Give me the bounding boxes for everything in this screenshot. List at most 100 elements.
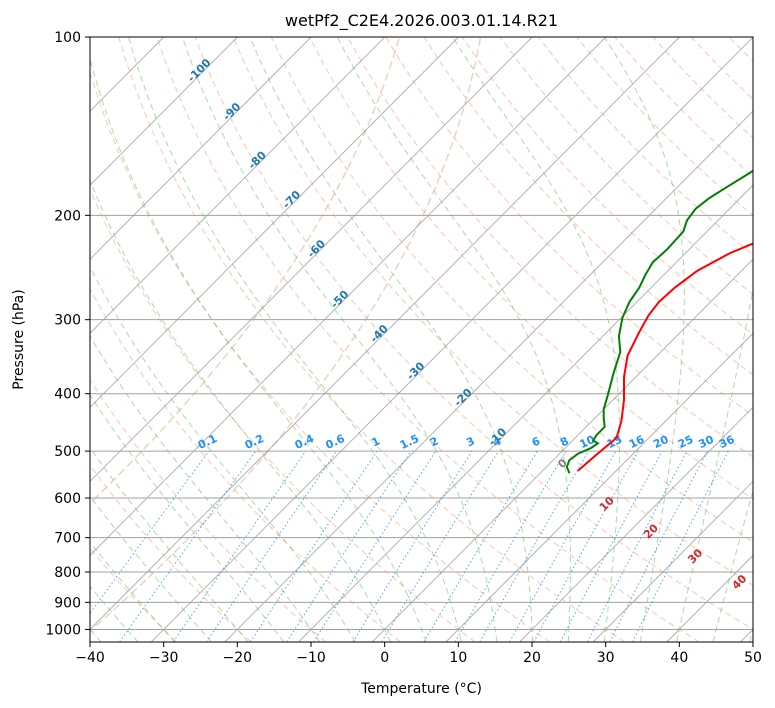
dry-adiabat xyxy=(90,69,551,642)
mixing-ratio-label: 13 xyxy=(605,433,624,451)
isotherm-line xyxy=(90,37,386,334)
dry-adiabat xyxy=(576,37,753,217)
moist-adiabat-lines xyxy=(90,37,753,642)
reference-curve xyxy=(90,37,401,505)
isotherm-line xyxy=(150,37,753,642)
mixing-ratio-label: 30 xyxy=(696,433,716,451)
y-tick-label: 600 xyxy=(54,491,81,507)
mixing-ratio-line xyxy=(533,450,639,642)
moist-adiabat xyxy=(604,37,685,642)
mixing-ratio-label: 1.5 xyxy=(398,432,421,452)
mixing-ratio-label: 16 xyxy=(627,433,647,451)
dry-adiabat xyxy=(118,37,625,642)
x-tick-label: −10 xyxy=(296,650,326,666)
mixing-ratio-line xyxy=(586,450,688,642)
dry-adiabat-lines xyxy=(90,37,775,642)
dry-adiabat xyxy=(385,37,753,417)
isotherm-line xyxy=(90,37,459,409)
mixing-ratio-line xyxy=(286,450,412,642)
y-tick-label: 400 xyxy=(54,387,81,403)
y-axis-label: Pressure (hPa) xyxy=(11,289,27,389)
isotherm-line xyxy=(371,258,753,642)
moist-adiabat xyxy=(90,495,212,642)
moist-adiabat xyxy=(90,334,321,642)
temperature-line xyxy=(577,242,753,472)
mixing-ratio-label: 0.4 xyxy=(293,432,316,452)
moist-adiabat xyxy=(90,56,427,642)
isotherm-label: -80 xyxy=(246,148,269,171)
y-axis: 100 200 300 400 500 600 700 800 900 1000 xyxy=(45,30,90,638)
y-tick-label: 1000 xyxy=(45,622,81,638)
isotherm-line xyxy=(445,332,753,642)
reference-curve xyxy=(90,37,482,633)
isotherm-label: -40 xyxy=(368,322,391,345)
mixing-ratio-label: 1 xyxy=(370,434,382,449)
mixing-ratio-label: 36 xyxy=(717,433,737,451)
isotherm-label: -60 xyxy=(305,237,328,260)
dry-adiabat xyxy=(499,37,753,296)
mixing-ratio-label: 0.1 xyxy=(196,432,219,452)
isotherm-label: -20 xyxy=(451,386,474,409)
isotherm-line xyxy=(90,37,533,483)
dry-adiabat xyxy=(90,287,401,642)
mixing-ratio-line xyxy=(313,450,437,642)
moist-adiabat xyxy=(90,446,249,642)
dry-adiabat xyxy=(652,37,753,139)
moist-adiabat xyxy=(90,265,356,642)
x-tick-label: 50 xyxy=(744,650,762,666)
moist-adiabat xyxy=(181,37,498,642)
mixing-ratio-line xyxy=(206,450,338,642)
x-axis-label: Temperature (°C) xyxy=(360,681,482,697)
dry-adiabat xyxy=(90,464,252,642)
chart-title: wetPf2_C2E4.2026.003.01.14.R21 xyxy=(285,11,558,31)
dry-adiabat xyxy=(538,37,753,256)
isotherm-line xyxy=(90,37,312,261)
reference-curves xyxy=(90,37,482,633)
mixing-ratio-line xyxy=(172,450,307,642)
dry-adiabat xyxy=(767,37,775,642)
dewpoint-line xyxy=(565,169,753,474)
dry-adiabat xyxy=(347,37,753,458)
moist-adiabat xyxy=(676,286,753,642)
x-tick-label: 40 xyxy=(670,650,688,666)
mixing-ratio-label: 25 xyxy=(676,433,695,451)
isotherm-label: -50 xyxy=(328,288,351,311)
mixing-ratio-line xyxy=(249,450,378,642)
moist-adiabat xyxy=(336,37,571,642)
x-tick-label: −40 xyxy=(75,650,105,666)
moist-adiabat xyxy=(90,541,176,642)
isotherm-label: -70 xyxy=(280,188,303,211)
moist-adiabat xyxy=(249,37,533,642)
plot-frame xyxy=(89,36,754,643)
moist-adiabat xyxy=(90,394,285,642)
isotherm-line xyxy=(592,480,753,642)
isotherm-line xyxy=(224,110,753,642)
isotherm-line xyxy=(519,406,753,642)
isotherm-line xyxy=(90,37,607,557)
mixing-ratio-line xyxy=(90,450,210,615)
x-tick-label: 10 xyxy=(449,650,467,666)
series-lines xyxy=(565,169,753,474)
isotherm-line xyxy=(90,37,680,631)
mixing-ratio-line xyxy=(381,450,500,642)
dry-adiabat xyxy=(461,37,753,335)
moist-adiabat xyxy=(712,488,753,642)
x-tick-label: 0 xyxy=(380,650,389,666)
moist-adiabat xyxy=(128,37,462,642)
mixing-ratio-line xyxy=(632,450,729,642)
mixing-ratio-line xyxy=(509,450,617,642)
mixing-ratio-line xyxy=(352,450,473,642)
x-axis: −40 −30 −20 −10 0 10 20 30 40 50 xyxy=(75,642,762,666)
y-tick-label: 300 xyxy=(54,313,81,329)
x-tick-label: 20 xyxy=(523,650,541,666)
moist-adiabat xyxy=(90,179,392,642)
y-tick-label: 800 xyxy=(54,565,81,581)
plot-area: 0.1 0.2 0.4 0.6 1 1.5 2 3 4 6 8 10 13 16 20 25 30 36-100-… xyxy=(90,37,775,642)
y-tick-label: 100 xyxy=(54,30,81,46)
mixing-ratio-line xyxy=(119,450,257,642)
dry-adiabat xyxy=(270,37,753,543)
y-tick-label: 900 xyxy=(54,595,81,611)
dry-adiabat xyxy=(90,378,327,642)
mixing-ratio-label: 6 xyxy=(530,434,543,449)
